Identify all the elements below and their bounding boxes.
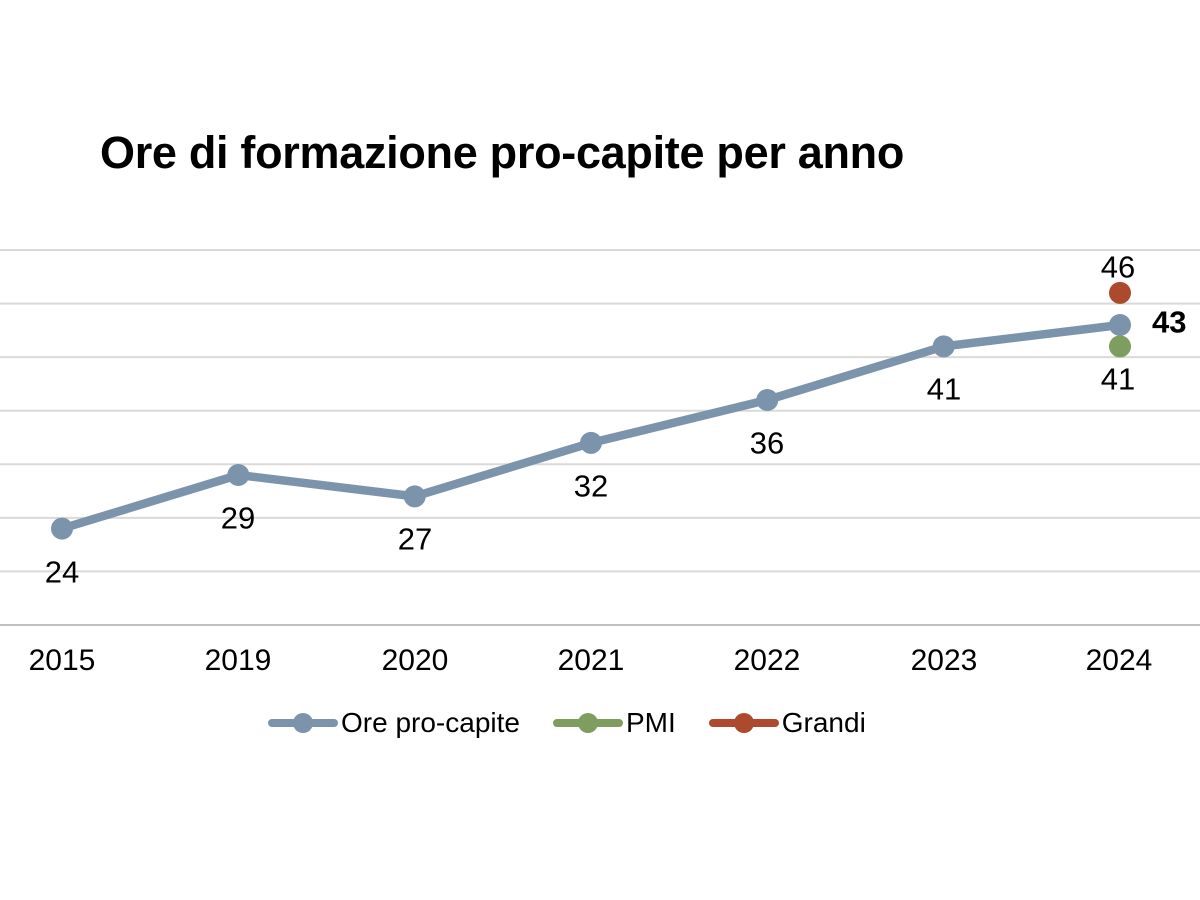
x-axis-label-2015: 2015 [28,644,96,677]
data-label-2024-grandi: 46 [1100,249,1136,285]
gridlines [0,249,1200,626]
x-axis-label-2023: 2023 [910,644,978,677]
legend-marker-line-dot-blue-icon [268,712,338,734]
series-points-ore-pro-capite [51,314,1131,540]
data-point-2023 [932,335,955,358]
data-point-grandi-2024 [1109,281,1131,304]
data-label-2022: 36 [749,425,785,461]
legend-marker-line-dot-red-icon [708,712,779,734]
data-point-2019 [227,464,250,486]
legend-item-ore-pro-capite: Ore pro-capite [268,709,520,737]
data-label-2024-pmi: 41 [1100,361,1136,397]
chart-title: Ore di formazione pro-capite per anno [100,127,905,178]
data-point-2022 [756,389,779,411]
data-label-2024-ore: 43 [1152,304,1187,340]
legend-label: Ore pro-capite [341,707,520,738]
data-label-2015: 24 [44,554,80,590]
legend-dot-icon [577,713,598,733]
legend-label: PMI [625,707,676,738]
x-axis-label-2020: 2020 [381,644,449,677]
data-label-2021: 32 [573,468,609,504]
data-point-2015 [51,517,73,540]
legend-dot-icon [733,713,754,733]
data-point-2024 [1109,314,1131,336]
data-label-2020: 27 [397,521,433,557]
data-label-2019: 29 [220,500,256,536]
chart-legend: Ore pro-capite PMI Grandi [268,703,866,743]
legend-marker-line-dot-green-icon [552,712,623,734]
plot-area [0,249,1200,626]
data-point-2020 [403,485,426,508]
x-axis-label-2021: 2021 [557,644,625,677]
legend-dot-icon [293,713,313,733]
x-axis-label-2024: 2024 [1085,644,1153,677]
legend-item-grandi: Grandi [708,707,866,738]
data-label-2023: 41 [926,371,962,407]
x-axis-label-2022: 2022 [733,644,801,677]
data-point-pmi-2024 [1109,335,1131,358]
legend-label: Grandi [781,707,866,738]
x-axis-label-2019: 2019 [204,644,272,677]
data-point-2021 [580,431,602,454]
legend-item-pmi: PMI [552,707,676,738]
